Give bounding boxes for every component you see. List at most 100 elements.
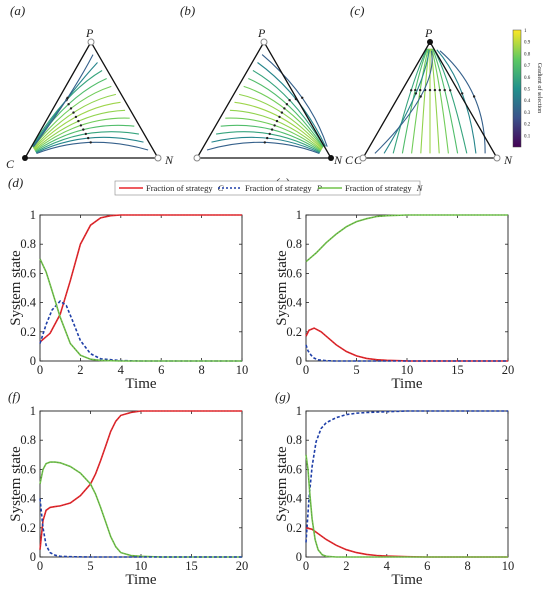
y-tick-label-d: 1 <box>30 208 36 222</box>
stream-line-c <box>401 48 428 154</box>
x-tick-label-g: 4 <box>384 559 391 573</box>
x-tick-label-d: 0 <box>37 363 43 377</box>
x-tick-label-g: 6 <box>424 559 430 573</box>
stream-line-c <box>374 50 433 154</box>
x-tick-label-f: 0 <box>37 559 43 573</box>
x-tick-label-d: 6 <box>158 363 164 377</box>
vertex-top-label-b: P <box>257 26 266 40</box>
y-tick-label-e: 0.2 <box>286 325 302 339</box>
y-tick-label-f: 0.6 <box>20 462 36 476</box>
vertex-left-point-c <box>359 154 367 162</box>
stream-arrow-b <box>268 132 271 136</box>
series-line-p-f <box>39 498 242 558</box>
colorbar-gradient <box>512 29 522 148</box>
stream-arrow-b <box>273 124 276 127</box>
stream-arrow-c <box>414 88 417 92</box>
colorbar-tick-label: 1 <box>524 29 527 34</box>
series-dots-n-f <box>39 461 242 558</box>
legend-prefix-p: Fraction of strategy <box>245 183 312 193</box>
panel-label-f: (f) <box>8 389 20 404</box>
legend-entry-n: Fraction of strategy N <box>318 183 424 193</box>
stream-arrow-a <box>74 115 78 119</box>
x-tick-label-d: 4 <box>118 363 125 377</box>
plot-frame-e <box>305 214 509 362</box>
vertex-left-label-a: C <box>6 157 15 171</box>
stream-arrow-c <box>449 89 452 92</box>
stream-line-c <box>431 48 449 154</box>
x-axis-label-e: Time <box>391 376 422 392</box>
colorbar-ticks: 0.1 0.2 0.3 0.4 0.5 0.6 0.7 0.8 0.9 1 <box>524 29 531 139</box>
stream-arrow-c <box>443 88 446 92</box>
stream-arrow-b <box>278 115 281 119</box>
y-tick-label-g: 0.8 <box>286 433 302 447</box>
series-dots-c-g <box>305 527 508 558</box>
y-axis-label-e: System state <box>274 250 290 326</box>
colorbar-tick-label: 0.7 <box>524 64 531 69</box>
x-tick-label-f: 10 <box>135 559 148 573</box>
y-axis-label-d: System state <box>8 250 24 326</box>
colorbar-tick-label: 0.1 <box>524 134 531 139</box>
colorbar-tick-label: 0.3 <box>524 111 531 116</box>
stream-line-c <box>436 49 477 154</box>
legend: Fraction of strategy C Fraction of strat… <box>114 180 424 196</box>
stream-arrow-b <box>266 136 269 140</box>
colorbar-tick-label: 0.2 <box>524 123 531 128</box>
x-tick-label-g: 2 <box>343 559 349 573</box>
y-tick-label-e: 0.8 <box>286 237 302 251</box>
vertex-right-label-b: N <box>333 153 343 167</box>
y-tick-label-d: 0.8 <box>20 237 36 251</box>
panel-label-d: (d) <box>8 175 23 190</box>
y-tick-label-g: 0.6 <box>286 462 302 476</box>
colorbar-tick-label: 0.6 <box>524 76 531 81</box>
stream-arrow-a <box>77 119 80 123</box>
vertex-right-label-a: N <box>164 153 174 167</box>
chart-e: 0 5 10 15 20 0 0.2 0.4 0.6 0.8 1 Time System state <box>274 208 514 392</box>
vertex-top-point-a <box>87 38 95 46</box>
stream-lines-a <box>31 54 149 155</box>
y-tick-label-e: 1 <box>296 208 302 222</box>
y-axis-label-f: System state <box>8 446 24 522</box>
x-tick-label-f: 5 <box>87 559 93 573</box>
legend-text-p: Fraction of strategy P <box>245 183 322 193</box>
stream-arrow-c <box>419 95 422 98</box>
y-tick-label-g: 0.4 <box>286 492 302 506</box>
x-tick-label-e: 0 <box>303 363 309 377</box>
y-tick-label-d: 0.4 <box>20 296 36 310</box>
plot-frame-d <box>39 214 243 362</box>
y-tick-label-d: 0 <box>30 354 36 368</box>
series-line-n-d <box>39 258 242 362</box>
stream-arrow-c <box>410 89 413 92</box>
x-tick-label-d: 10 <box>236 363 249 377</box>
series-dots-c-d <box>39 214 242 343</box>
colorbar-tick-label: 0.5 <box>524 88 531 93</box>
stream-arrow-a <box>69 107 73 110</box>
y-tick-label-f: 0.4 <box>20 492 36 506</box>
x-tick-label-g: 8 <box>464 559 470 573</box>
series-dots-c-f <box>39 410 242 550</box>
stream-arrow-a <box>89 141 92 144</box>
vertex-top-label-c: P <box>424 26 433 40</box>
x-tick-label-e: 20 <box>502 363 515 377</box>
stream-arrow-a <box>66 96 69 100</box>
stream-arrow-b <box>263 141 266 144</box>
legend-var-c: C <box>218 183 224 193</box>
stream-arrow-c <box>414 92 418 95</box>
vertex-right-point-a <box>154 154 162 162</box>
y-tick-label-e: 0 <box>296 354 302 368</box>
simplex-a <box>23 40 160 159</box>
vertex-left-point-b <box>193 154 201 162</box>
x-tick-label-d: 8 <box>198 363 204 377</box>
chart-g: 0 2 4 6 8 10 0 0.2 0.4 0.6 0.8 1 Time System state <box>274 404 514 588</box>
x-tick-label-f: 20 <box>236 559 249 573</box>
stream-arrow-c <box>433 88 437 92</box>
ternary-panel-a: (a) P C N <box>6 3 174 171</box>
vertex-top-point-b <box>260 38 268 46</box>
stream-arrow-a <box>72 111 75 114</box>
plot-frame-f <box>39 410 243 558</box>
colorbar-tick-label: 0.8 <box>524 52 531 57</box>
panel-label-b: (b) <box>180 3 195 18</box>
y-tick-label-f: 1 <box>30 404 36 418</box>
x-tick-label-g: 0 <box>303 559 309 573</box>
legend-entry-c: Fraction of strategy C <box>119 183 224 193</box>
series-dots-c-e <box>305 327 508 362</box>
